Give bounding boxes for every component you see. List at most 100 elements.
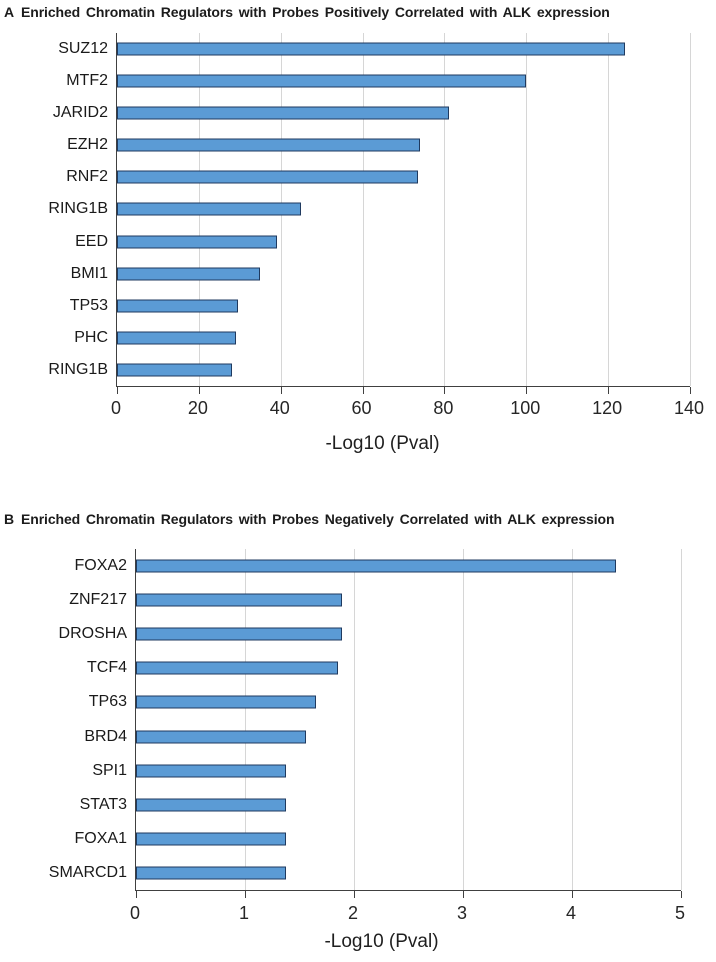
bar-row: TCF4 bbox=[87, 651, 681, 685]
gridline bbox=[526, 33, 528, 386]
bar-row: JARID2 bbox=[53, 97, 690, 129]
bar-row: SMARCD1 bbox=[49, 856, 681, 890]
gridline bbox=[608, 33, 610, 386]
chart-b-x-axis-ticks: 0 1 2 3 4 5 bbox=[130, 903, 685, 925]
axis-tick-mark bbox=[362, 387, 364, 394]
panel-label-a: A bbox=[4, 4, 15, 20]
bar bbox=[136, 559, 616, 573]
category-label: RING1B bbox=[48, 360, 108, 378]
bar-row: SPI1 bbox=[92, 754, 681, 788]
category-label: FOXA2 bbox=[74, 557, 127, 575]
x-tick-label: 120 bbox=[592, 398, 623, 418]
x-tick-label: 2 bbox=[347, 903, 359, 923]
gridline bbox=[681, 549, 682, 890]
gridline bbox=[690, 33, 691, 386]
bar bbox=[117, 299, 238, 313]
category-label: DROSHA bbox=[58, 625, 127, 643]
gridline bbox=[354, 549, 355, 890]
chart-b-title-text: Enriched Chromatin Regulators with Probe… bbox=[21, 511, 615, 527]
bar bbox=[117, 74, 527, 88]
x-tick-label: 3 bbox=[456, 903, 468, 923]
category-label: RING1B bbox=[48, 200, 108, 218]
category-label: BRD4 bbox=[84, 727, 127, 745]
category-label: STAT3 bbox=[79, 795, 127, 813]
chart-b-x-axis-label: -Log10 (Pval) bbox=[324, 931, 439, 952]
bar-row: ZNF217 bbox=[69, 583, 681, 617]
axis-tick-mark bbox=[608, 387, 610, 394]
bar-row: SUZ12 bbox=[58, 33, 690, 65]
chart-a-title-text: Enriched Chromatin Regulators with Probe… bbox=[21, 4, 610, 20]
bar bbox=[117, 138, 420, 152]
bar bbox=[136, 593, 342, 607]
category-label: SPI1 bbox=[92, 761, 127, 779]
bar-row: DROSHA bbox=[59, 617, 681, 651]
category-label: SMARCD1 bbox=[48, 863, 127, 881]
category-label: EZH2 bbox=[67, 136, 108, 154]
bar bbox=[117, 42, 625, 56]
bar bbox=[136, 832, 287, 846]
category-label: SUZ12 bbox=[58, 40, 108, 58]
gridline bbox=[572, 549, 573, 890]
category-label: FOXA1 bbox=[74, 829, 127, 847]
chart-b-title: B Enriched Chromatin Regulators with Prob… bbox=[4, 511, 615, 527]
axis-tick-mark bbox=[690, 387, 691, 394]
category-label: PHC bbox=[74, 328, 108, 346]
bar-row: MTF2 bbox=[66, 65, 690, 97]
bar bbox=[136, 661, 338, 675]
chart-b-plot-area: FOXA2 ZNF217 DROSHA TCF4 TP63 BRD4 SPI1 STAT3 FO… bbox=[49, 549, 682, 898]
bar-row: EZH2 bbox=[67, 129, 690, 161]
axis-tick-mark bbox=[681, 891, 682, 898]
x-tick-label: 4 bbox=[565, 903, 577, 923]
bar-row: STAT3 bbox=[80, 788, 681, 822]
x-tick-label: 0 bbox=[110, 398, 122, 418]
bar-row: EED bbox=[75, 226, 690, 258]
gridline bbox=[362, 33, 364, 386]
x-tick-label: 5 bbox=[674, 903, 686, 923]
category-label: TP53 bbox=[69, 296, 108, 314]
axis-tick-mark bbox=[354, 891, 355, 898]
bar bbox=[117, 267, 261, 281]
x-tick-label: 60 bbox=[351, 398, 372, 418]
category-label: BMI1 bbox=[70, 264, 108, 282]
axis-tick-mark bbox=[280, 387, 282, 394]
axis-tick-mark bbox=[444, 387, 446, 394]
x-tick-label: 1 bbox=[238, 903, 250, 923]
category-label: EED bbox=[75, 232, 108, 250]
bar bbox=[117, 170, 418, 184]
bar bbox=[117, 106, 449, 120]
category-label: TP63 bbox=[88, 693, 127, 711]
axis-tick-mark bbox=[198, 387, 200, 394]
x-tick-label: 0 bbox=[129, 903, 141, 923]
x-tick-label: 140 bbox=[673, 398, 705, 418]
category-label: RNF2 bbox=[66, 168, 108, 186]
bar bbox=[136, 764, 287, 778]
chart-a-plot-area: SUZ12 MTF2 JARID2 EZH2 RNF2 RING1B EED BMI1 TP53… bbox=[48, 33, 691, 394]
bar-row: FOXA2 bbox=[75, 549, 681, 583]
bar-row: BMI1 bbox=[71, 258, 690, 290]
bar bbox=[136, 730, 307, 744]
category-label: ZNF217 bbox=[69, 591, 127, 609]
bar-row: RING1B bbox=[48, 354, 690, 386]
bar-row: RING1B bbox=[48, 193, 690, 225]
bar bbox=[136, 695, 316, 709]
bar-row: PHC bbox=[74, 322, 690, 354]
x-tick-label: 40 bbox=[269, 398, 290, 418]
bar-row: TP53 bbox=[70, 290, 690, 322]
bar bbox=[136, 866, 287, 880]
gridline bbox=[245, 549, 246, 890]
gridline bbox=[463, 549, 464, 890]
axis-tick-mark bbox=[463, 891, 464, 898]
axis-tick-mark bbox=[572, 891, 573, 898]
axis-tick-mark bbox=[136, 891, 137, 898]
x-tick-label: 80 bbox=[433, 398, 454, 418]
bar-row: TP63 bbox=[89, 685, 681, 719]
axis-tick-mark bbox=[117, 387, 118, 394]
bar bbox=[117, 331, 236, 345]
bar bbox=[117, 202, 302, 216]
axis-tick-mark bbox=[526, 387, 528, 394]
chart-a-x-axis-label: -Log10 (Pval) bbox=[325, 433, 440, 454]
axis-tick-mark bbox=[245, 891, 246, 898]
bar bbox=[136, 798, 287, 812]
bar bbox=[117, 235, 277, 249]
